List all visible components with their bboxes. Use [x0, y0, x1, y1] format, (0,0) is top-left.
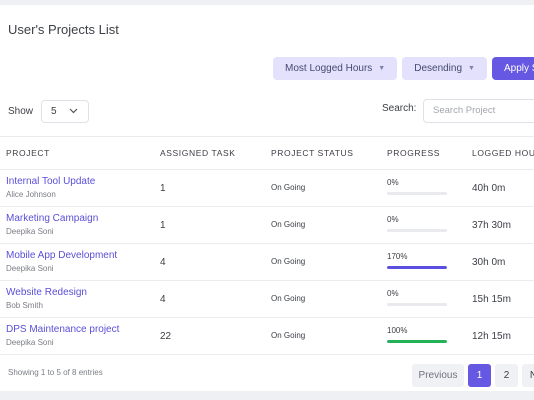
page-title: User's Projects List: [8, 22, 119, 37]
next-page-button[interactable]: N: [522, 364, 534, 387]
project-owner: Alice Johnson: [6, 190, 56, 199]
table-header: PROJECT ASSIGNED TASK PROJECT STATUS PRO…: [0, 136, 534, 170]
project-name-link[interactable]: DPS Maintenance project: [6, 324, 120, 335]
column-header-project[interactable]: PROJECT: [6, 148, 50, 158]
table-row: Internal Tool Update Alice Johnson 1 On …: [0, 169, 534, 207]
assigned-task-count: 1: [160, 183, 166, 194]
project-name-link[interactable]: Mobile App Development: [6, 250, 118, 261]
project-owner: Deepika Soni: [6, 338, 54, 347]
project-owner: Deepika Soni: [6, 227, 54, 236]
progress-percent: 0%: [387, 289, 399, 298]
chevron-down-icon: ▼: [378, 65, 386, 72]
progress-bar: [387, 192, 447, 195]
column-header-logged-hour[interactable]: LOGGED HOUR: [472, 148, 534, 158]
project-status: On Going: [271, 183, 306, 192]
column-header-project-status[interactable]: PROJECT STATUS: [271, 148, 354, 158]
project-status: On Going: [271, 294, 306, 303]
column-header-progress[interactable]: PROGRESS: [387, 148, 440, 158]
column-header-assigned-task[interactable]: ASSIGNED TASK: [160, 148, 236, 158]
previous-page-button[interactable]: Previous: [412, 364, 464, 387]
progress-percent: 0%: [387, 178, 399, 187]
progress-percent: 0%: [387, 215, 399, 224]
logged-hours: 40h 0m: [472, 183, 506, 194]
page-1-button[interactable]: 1: [468, 364, 491, 387]
progress-bar: [387, 303, 447, 306]
chevron-down-icon: ▼: [468, 65, 475, 72]
project-name-link[interactable]: Internal Tool Update: [6, 176, 96, 187]
progress-bar: [387, 266, 447, 269]
project-name-link[interactable]: Marketing Campaign: [6, 213, 99, 224]
progress-bar: [387, 229, 447, 232]
apply-sort-button[interactable]: Apply So: [491, 57, 534, 80]
table-row: Marketing Campaign Deepika Soni 1 On Goi…: [0, 206, 534, 244]
logged-hours: 12h 15m: [472, 331, 511, 342]
assigned-task-count: 4: [160, 257, 166, 268]
project-status: On Going: [271, 220, 306, 229]
project-owner: Bob Smith: [6, 301, 43, 310]
project-owner: Deepika Soni: [6, 264, 54, 273]
page-2-button[interactable]: 2: [495, 364, 518, 387]
search-label: Search:: [382, 103, 417, 114]
sort-by-label: Most Logged Hours: [285, 63, 373, 74]
progress-fill: [387, 266, 447, 269]
sort-toolbar: Most Logged Hours ▼ Desending ▼ Apply So: [273, 57, 534, 80]
projects-card: User's Projects List Most Logged Hours ▼…: [0, 5, 534, 391]
progress-percent: 170%: [387, 252, 408, 261]
project-status: On Going: [271, 331, 306, 340]
progress-bar: [387, 340, 447, 343]
table-row: DPS Maintenance project Deepika Soni 22 …: [0, 317, 534, 355]
entries-summary: Showing 1 to 5 of 8 entries: [8, 368, 103, 377]
project-status: On Going: [271, 257, 306, 266]
table-row: Website Redesign Bob Smith 4 On Going 0%…: [0, 280, 534, 318]
assigned-task-count: 1: [160, 220, 166, 231]
table-row: Mobile App Development Deepika Soni 4 On…: [0, 243, 534, 281]
pagination: Previous 1 2 N: [412, 364, 534, 387]
progress-percent: 100%: [387, 326, 408, 335]
order-dropdown[interactable]: Desending ▼: [402, 57, 487, 80]
progress-fill: [387, 340, 447, 343]
assigned-task-count: 4: [160, 294, 166, 305]
logged-hours: 37h 30m: [472, 220, 511, 231]
sort-by-dropdown[interactable]: Most Logged Hours ▼: [273, 57, 398, 80]
show-entries-select[interactable]: 5: [41, 100, 90, 123]
chevron-down-icon: [69, 107, 78, 116]
project-name-link[interactable]: Website Redesign: [6, 287, 87, 298]
show-entries: Show 5: [8, 100, 90, 123]
assigned-task-count: 22: [160, 331, 172, 342]
show-value: 5: [51, 106, 57, 117]
search-input[interactable]: Search Project: [423, 99, 534, 123]
order-label: Desending: [414, 63, 463, 74]
show-label: Show: [8, 106, 34, 117]
logged-hours: 15h 15m: [472, 294, 511, 305]
logged-hours: 30h 0m: [472, 257, 506, 268]
